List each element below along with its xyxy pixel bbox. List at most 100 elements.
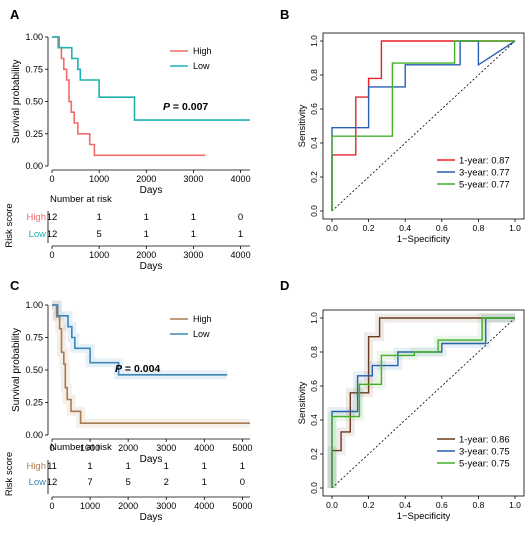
x-axis-label: 1−Specificity [397, 511, 451, 522]
x-tick-label: 1.0 [509, 500, 521, 510]
x-tick-label: 3000 [156, 443, 176, 453]
x-tick-label: 0.2 [363, 500, 375, 510]
panel-letter: C [10, 278, 20, 293]
y-tick-label: 0.4 [309, 414, 319, 426]
y-tick-label: 0.8 [309, 346, 319, 358]
panel-c: C0.000.250.500.751.000 1000 2000 3000 4000 50… [4, 278, 252, 523]
legend-label: 3-year: 0.75 [459, 447, 510, 458]
risk-count: 12 [47, 212, 58, 223]
risk-table-tick-label: 5000 [232, 501, 252, 511]
risk-count: 1 [144, 229, 149, 240]
panel-letter: D [280, 278, 289, 293]
risk-row-label: High [26, 461, 46, 472]
x-tick-label: 0.6 [436, 223, 448, 233]
y-tick-label: 0.2 [309, 171, 319, 183]
risk-count: 5 [96, 229, 101, 240]
y-axis-label: Survival probability [11, 60, 22, 144]
risk-row-label: Low [29, 477, 47, 488]
legend-label: 1-year: 0.87 [459, 156, 510, 167]
x-tick-label: 0.0 [326, 500, 338, 510]
y-axis-label: Sensitivity [297, 381, 308, 424]
y-tick-label: 1.0 [309, 312, 319, 324]
legend-label: 5-year: 0.77 [459, 180, 510, 191]
legend-label: 1-year: 0.86 [459, 435, 510, 446]
y-tick-label: 0.6 [309, 103, 319, 115]
risk-table-x-label: Days [140, 261, 163, 272]
x-tick-label: 0.4 [399, 223, 411, 233]
risk-table-title: Number at risk [50, 194, 112, 205]
panel-b: B 0.0 0.2 0.4 0.6 0.8 1.0 0.0 0.2 0.4 0.6 0.8 1.0 1−S… [280, 7, 525, 245]
risk-count: 1 [96, 212, 101, 223]
p-value-text: = 0.007 [170, 101, 208, 113]
legend-label: 5-year: 0.75 [459, 459, 510, 470]
roc-curve-1 [331, 317, 515, 488]
x-tick-label: 0.4 [399, 500, 411, 510]
y-axis-label: Sensitivity [297, 104, 308, 147]
x-tick-label: 0.2 [363, 223, 375, 233]
risk-count: 1 [87, 461, 92, 472]
risk-table-tick-label: 1000 [89, 250, 109, 260]
x-tick-label: 1000 [80, 443, 100, 453]
y-tick-label: 0.4 [309, 137, 319, 149]
y-axis-label: Survival probability [11, 328, 22, 412]
risk-count: 1 [126, 461, 131, 472]
x-tick-label: 0 [49, 443, 54, 453]
y-tick-label: 0.00 [25, 430, 43, 440]
p-value-symbol: P [115, 363, 123, 375]
risk-table-tick-label: 2000 [136, 250, 156, 260]
risk-count: 5 [126, 477, 131, 488]
x-tick-label: 2000 [118, 443, 138, 453]
y-tick-label: 1.00 [25, 32, 43, 42]
risk-count: 1 [238, 229, 243, 240]
risk-table-tick-label: 4000 [194, 501, 214, 511]
y-tick-label: 0.0 [309, 482, 319, 494]
y-tick-label: 1.0 [309, 35, 319, 47]
x-tick-label: 0.8 [472, 500, 484, 510]
risk-table-y-label: Risk score [4, 203, 15, 247]
y-tick-label: 0.2 [309, 448, 319, 460]
roc-curve-3 [331, 40, 515, 211]
panel-a: A 0.00 0.25 0.50 0.75 1.00 0 1000 2000 3000 4000 Da… [4, 7, 251, 272]
p-value-annotation: P = 0.004 [115, 363, 160, 375]
y-tick-label: 0.25 [25, 398, 43, 408]
p-value-text: = 0.004 [122, 363, 160, 375]
risk-count: 12 [47, 477, 58, 488]
y-tick-label: 0.00 [25, 161, 43, 171]
risk-count: 1 [191, 229, 196, 240]
plot-frame [322, 32, 525, 220]
risk-table-y-label: Risk score [4, 452, 15, 496]
x-tick-label: 1000 [89, 174, 109, 184]
x-tick-label: 0 [49, 174, 54, 184]
survival-curve-high [52, 304, 250, 424]
risk-count: 7 [87, 477, 92, 488]
y-tick-label: 0.6 [309, 380, 319, 392]
survival-curve-low [52, 304, 228, 376]
risk-count: 11 [47, 461, 57, 472]
legend-label: High [193, 314, 212, 324]
legend-label: Low [193, 329, 210, 339]
risk-table-tick-label: 3000 [183, 250, 203, 260]
y-tick-label: 0.50 [25, 97, 43, 107]
risk-table-tick-label: 0 [49, 250, 54, 260]
x-axis-label: Days [140, 454, 163, 465]
risk-count: 1 [240, 461, 245, 472]
survival-curve-low [52, 36, 250, 121]
plot-frame [322, 309, 525, 497]
y-tick-label: 0.75 [25, 64, 43, 74]
risk-count: 1 [164, 461, 169, 472]
risk-table-x-label: Days [140, 512, 163, 523]
y-tick-label: 0.75 [25, 333, 43, 343]
y-tick-label: 0.50 [25, 365, 43, 375]
risk-count: 12 [47, 229, 58, 240]
x-axis-label: Days [140, 185, 163, 196]
legend-label: 3-year: 0.77 [459, 168, 510, 179]
reference-diagonal [331, 317, 516, 489]
p-value-annotation: P = 0.007 [163, 101, 208, 113]
risk-count: 1 [191, 212, 196, 223]
roc-curve-2 [331, 317, 515, 488]
risk-table-tick-label: 3000 [156, 501, 176, 511]
panel-letter: A [10, 7, 20, 22]
y-tick-label: 0.0 [309, 205, 319, 217]
